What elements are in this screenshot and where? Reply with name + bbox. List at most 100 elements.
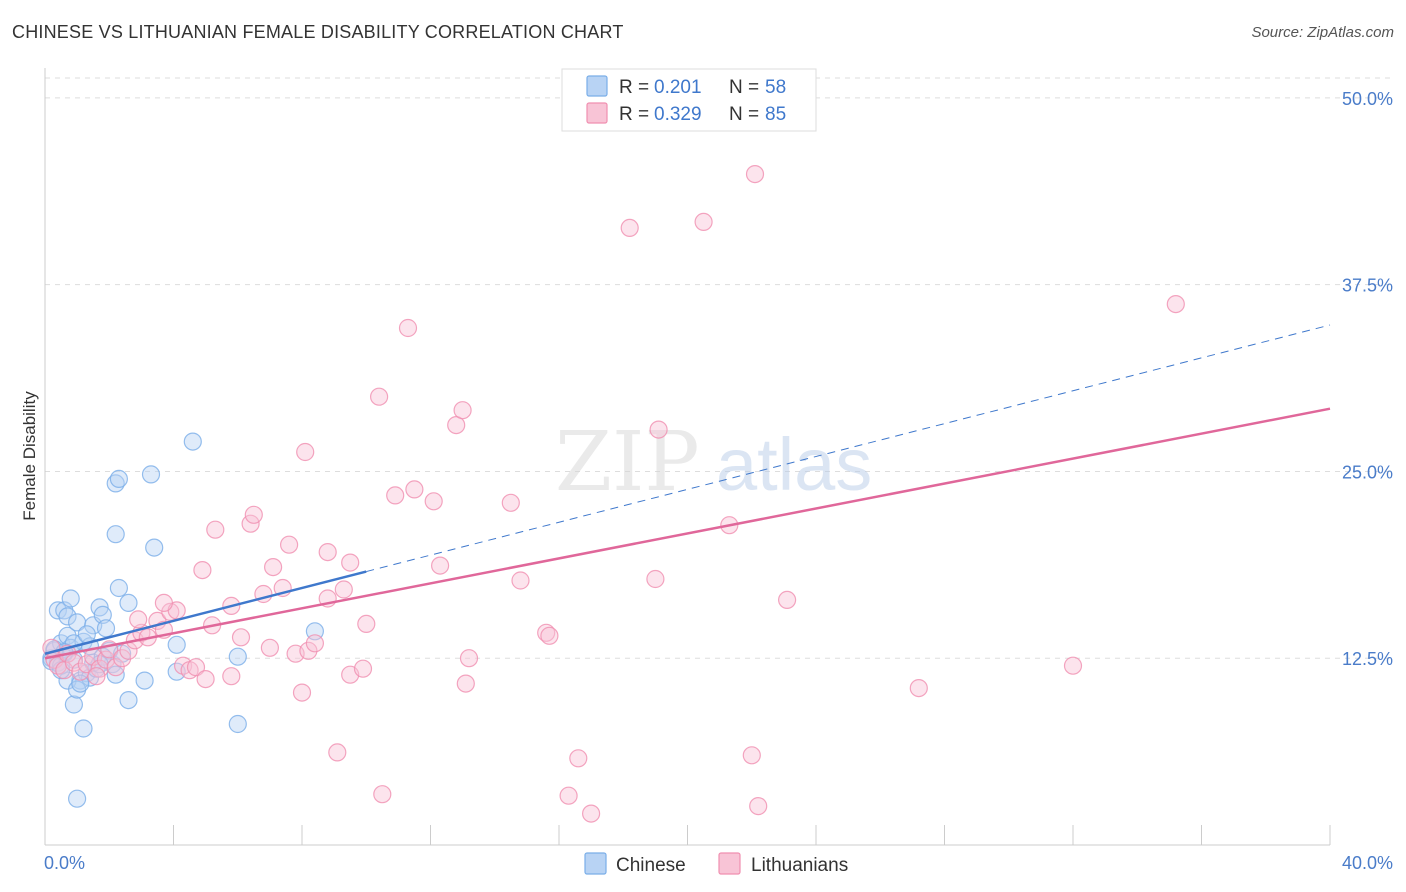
point-lithuanian	[222, 667, 241, 686]
point-lithuanian	[537, 623, 556, 642]
point-chinese	[135, 671, 154, 690]
point-lithuanian	[260, 638, 279, 657]
point-lithuanian	[456, 674, 475, 693]
point-lithuanian	[501, 493, 520, 512]
point-lithuanian	[264, 557, 283, 577]
point-chinese	[93, 605, 112, 625]
bottom-legend-swatch-lithuanians[interactable]	[718, 852, 741, 875]
point-lithuanian	[206, 520, 225, 539]
point-lithuanian	[353, 659, 373, 678]
point-chinese	[141, 465, 161, 484]
point-lithuanian	[318, 542, 337, 562]
legend-n-value-2: 85	[765, 104, 786, 125]
watermark-atlas: atlas	[716, 423, 872, 506]
series-lithuanians	[42, 165, 1185, 823]
point-lithuanian	[620, 218, 639, 237]
point-lithuanian	[328, 743, 347, 762]
point-lithuanian	[129, 610, 148, 629]
point-lithuanian	[424, 492, 443, 511]
point-lithuanian	[292, 683, 312, 702]
bottom-legend: Chinese Lithuanians	[584, 852, 848, 876]
point-chinese	[183, 432, 202, 451]
point-chinese	[64, 695, 84, 714]
point-chinese	[61, 589, 80, 608]
legend-r-value-1: 0.201	[654, 77, 702, 98]
x-tick-label-40: 40.0%	[1342, 853, 1393, 873]
point-lithuanian	[106, 658, 125, 677]
point-chinese	[58, 607, 77, 626]
legend-r-value-2: 0.329	[654, 104, 702, 125]
point-lithuanian	[112, 649, 132, 668]
watermark-zip: ZIP	[555, 415, 700, 510]
point-chinese	[167, 635, 186, 654]
point-chinese	[67, 789, 87, 808]
point-lithuanian	[777, 590, 797, 610]
point-lithuanian	[581, 804, 601, 823]
legend-swatch-chinese	[586, 75, 608, 97]
point-lithuanian	[459, 649, 479, 668]
point-chinese	[48, 601, 68, 620]
point-lithuanian	[305, 634, 324, 653]
point-chinese	[109, 578, 129, 598]
legend-n-label-2: N =	[729, 104, 759, 125]
point-lithuanian	[646, 569, 665, 589]
point-lithuanian	[87, 667, 106, 686]
point-lithuanian	[196, 669, 215, 689]
point-chinese	[119, 593, 138, 613]
point-chinese	[109, 469, 129, 488]
point-chinese	[74, 719, 93, 738]
point-lithuanian	[386, 486, 405, 505]
point-lithuanian	[569, 749, 588, 768]
x-ticks	[44, 825, 1331, 845]
legend-r-label-1: R =	[619, 77, 649, 98]
bottom-legend-swatch-chinese[interactable]	[584, 852, 607, 875]
point-lithuanian	[398, 318, 418, 338]
point-lithuanian	[909, 678, 928, 698]
point-lithuanian	[1166, 295, 1185, 314]
bottom-legend-label-lithuanians[interactable]: Lithuanians	[751, 855, 848, 876]
y-tick-labels: 12.5% 25.0% 37.5% 50.0%	[1342, 89, 1393, 669]
point-chinese	[96, 619, 116, 638]
y-tick-label: 50.0%	[1342, 89, 1393, 109]
point-lithuanian	[357, 614, 376, 634]
y-tick-label: 37.5%	[1342, 276, 1393, 296]
point-lithuanian	[749, 796, 768, 816]
point-lithuanian	[280, 535, 299, 554]
point-lithuanian	[370, 387, 389, 406]
legend: R = 0.201 N = 58 R = 0.329 N = 85	[561, 68, 817, 132]
series-chinese	[42, 432, 324, 808]
legend-n-value-1: 58	[765, 77, 786, 98]
point-lithuanian	[341, 553, 360, 572]
point-chinese	[228, 714, 247, 734]
point-lithuanian	[231, 628, 251, 647]
point-lithuanian	[96, 650, 116, 669]
point-chinese	[119, 690, 138, 710]
point-lithuanian	[244, 505, 263, 524]
point-lithuanian	[334, 580, 353, 599]
trend-chinese	[44, 570, 367, 655]
x-tick-label-0: 0.0%	[44, 853, 85, 873]
point-lithuanian	[405, 480, 424, 499]
point-lithuanian	[1063, 656, 1083, 675]
trend-chinese-dashed	[366, 324, 1331, 573]
legend-n-label-1: N =	[729, 77, 759, 98]
trend-lines	[44, 324, 1331, 660]
point-lithuanian	[559, 786, 578, 805]
point-lithuanian	[694, 212, 713, 231]
point-lithuanian	[742, 746, 761, 765]
point-lithuanian	[431, 556, 450, 575]
watermark: ZIP atlas	[555, 415, 872, 510]
point-lithuanian	[540, 626, 559, 645]
point-lithuanian	[649, 420, 668, 439]
chart-source: Source: ZipAtlas.com	[1251, 24, 1394, 41]
legend-swatch-lithuanians	[586, 102, 608, 124]
point-lithuanian	[186, 658, 206, 677]
y-tick-label: 12.5%	[1342, 649, 1393, 669]
point-chinese	[106, 665, 125, 684]
point-lithuanian	[511, 571, 530, 590]
trend-lithuanians	[44, 407, 1331, 660]
chart-title: CHINESE VS LITHUANIAN FEMALE DISABILITY …	[12, 22, 624, 42]
bottom-legend-label-chinese[interactable]: Chinese	[616, 855, 686, 876]
y-tick-label: 25.0%	[1342, 462, 1393, 482]
